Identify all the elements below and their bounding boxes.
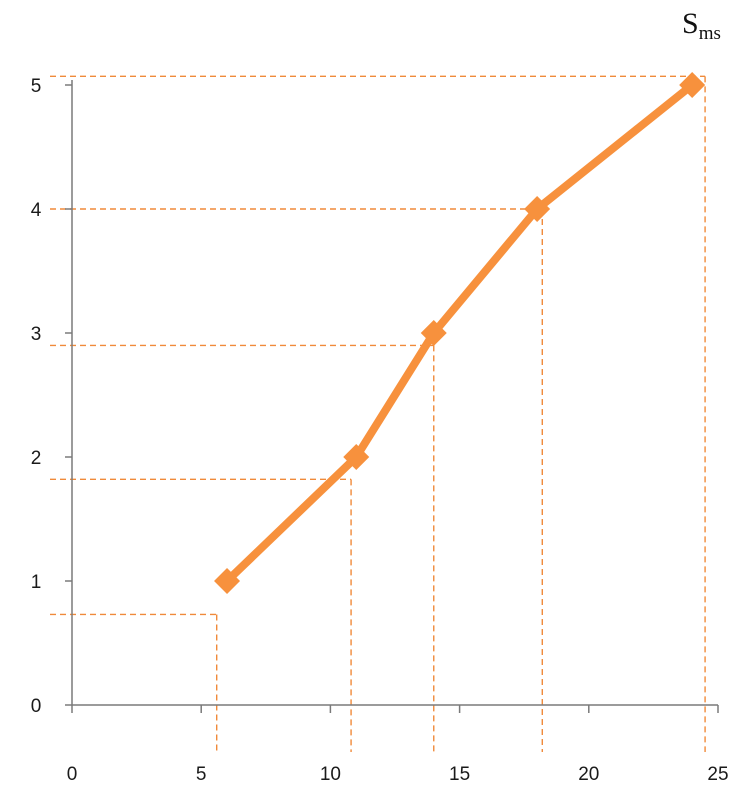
x-tick-label: 5 <box>196 764 207 785</box>
axis-corner-label-main: S <box>682 7 699 40</box>
y-tick-label: 2 <box>31 448 42 469</box>
axis-corner-label: Sms <box>682 7 721 44</box>
axes <box>71 80 718 706</box>
x-tick-label: 15 <box>449 764 470 785</box>
y-tick-label: 0 <box>31 696 42 717</box>
x-tick-label: 10 <box>320 764 341 785</box>
data-point-marker <box>524 196 551 222</box>
x-tick-label: 20 <box>578 764 599 785</box>
data-point-marker <box>214 568 241 594</box>
data-point-marker <box>420 320 447 346</box>
ticks: 0 1 2 3 4 5 0 5 10 15 20 25 <box>31 76 729 785</box>
data-point-marker <box>679 72 706 98</box>
series-line <box>223 81 697 585</box>
series <box>214 72 706 594</box>
axis-corner-label-sub: ms <box>699 23 721 44</box>
y-tick-label: 5 <box>31 76 42 97</box>
y-tick-label: 1 <box>31 572 42 593</box>
y-tick-label: 4 <box>31 200 42 221</box>
reference-lines <box>50 75 706 752</box>
x-tick-label: 25 <box>707 764 728 785</box>
y-tick-label: 3 <box>31 324 42 345</box>
x-tick-label: 0 <box>67 764 78 785</box>
data-point-marker <box>343 444 370 470</box>
